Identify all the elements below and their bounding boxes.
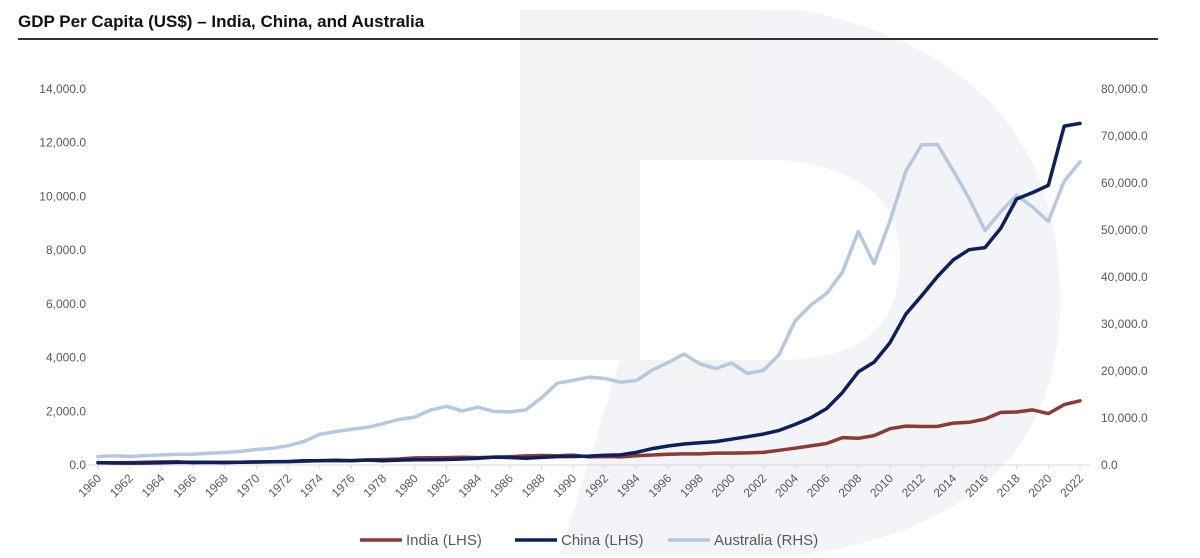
right-y-tick-label: 50,000.0 (1101, 223, 1148, 237)
x-tick-label: 1964 (139, 471, 168, 500)
x-tick-label: 1982 (424, 471, 453, 500)
x-tick-label: 1974 (297, 471, 326, 500)
legend-label: India (LHS) (406, 532, 482, 549)
x-tick-label: 1980 (392, 471, 421, 500)
right-y-tick-label: 60,000.0 (1101, 176, 1148, 190)
left-y-tick-label: 0.0 (69, 458, 86, 472)
legend: India (LHS) China (LHS) Australia (RHS) (360, 532, 818, 549)
series-lines (96, 121, 1082, 465)
right-y-tick-label: 0.0 (1101, 458, 1118, 472)
left-y-tick-label: 6,000.0 (46, 297, 86, 311)
title-underline (18, 38, 1158, 40)
x-tick-label: 1978 (360, 471, 389, 500)
x-tick-label: 1966 (170, 471, 199, 500)
left-y-axis: 0.0 2,000.0 4,000.0 6,000.0 8,000.0 10,000.0 1… (39, 82, 86, 472)
left-y-tick-label: 12,000.0 (39, 136, 86, 150)
x-tick-label: 1962 (107, 471, 136, 500)
legend-label: China (LHS) (561, 532, 644, 549)
right-y-tick-label: 70,000.0 (1101, 129, 1148, 143)
x-tick-label: 1986 (487, 471, 516, 500)
left-y-tick-label: 10,000.0 (39, 189, 86, 203)
x-tick-label: 1976 (329, 471, 358, 500)
x-tick-label: 1990 (551, 471, 580, 500)
x-tick-label: 1972 (265, 471, 294, 500)
right-y-tick-label: 80,000.0 (1101, 82, 1148, 96)
legend-label: Australia (RHS) (714, 532, 818, 549)
right-y-tick-label: 10,000.0 (1101, 411, 1148, 425)
left-y-tick-label: 8,000.0 (46, 243, 86, 257)
left-y-tick-label: 4,000.0 (46, 351, 86, 365)
x-tick-label: 1968 (202, 471, 231, 500)
x-tick-label: 2018 (994, 471, 1023, 500)
right-y-tick-label: 30,000.0 (1101, 317, 1148, 331)
right-y-axis: 0.0 10,000.0 20,000.0 30,000.0 40,000.0 50,00… (1101, 82, 1148, 472)
x-tick-label: 2020 (1026, 471, 1055, 500)
series-line-china (96, 121, 1082, 465)
right-y-tick-label: 40,000.0 (1101, 270, 1148, 284)
x-tick-label: 1984 (455, 471, 484, 500)
series-line-australia (96, 142, 1082, 459)
x-tick-label: 1988 (519, 471, 548, 500)
x-tick-label: 1960 (75, 471, 104, 500)
chart-title: GDP Per Capita (US$) – India, China, and… (18, 12, 425, 31)
left-y-tick-label: 2,000.0 (46, 404, 86, 418)
x-tick-label: 1970 (234, 471, 263, 500)
left-y-tick-label: 14,000.0 (39, 82, 86, 96)
x-tick-label: 2022 (1057, 471, 1086, 500)
right-y-tick-label: 20,000.0 (1101, 364, 1148, 378)
